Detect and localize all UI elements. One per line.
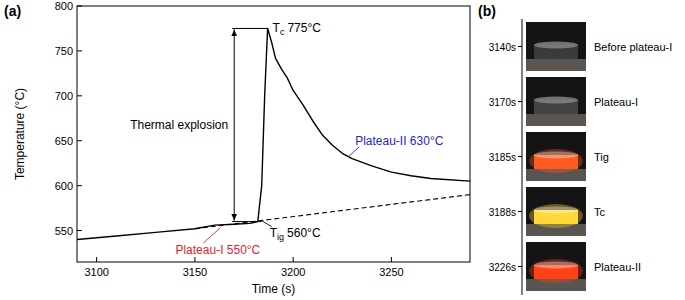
photo-frame	[526, 132, 586, 181]
x-tick	[391, 257, 392, 262]
time-tick	[518, 211, 522, 212]
figure: (a) 3100 3150 3200 3250 550 600 650 700 750 800 Tim…	[0, 0, 685, 300]
x-tick	[194, 257, 195, 262]
photo-background	[526, 187, 586, 236]
frame-caption: Plateau-I	[594, 96, 638, 108]
thermal-explosion-label: Thermal explosion	[130, 118, 228, 132]
glow-halo	[529, 204, 583, 228]
frame-time: 3226s	[489, 262, 516, 273]
annotation-label: Tc775°C	[273, 21, 322, 37]
x-tick-label: 3150	[183, 266, 207, 278]
y-tick	[77, 95, 82, 96]
time-tick	[518, 266, 522, 267]
photo-frame	[526, 242, 586, 291]
thermal-explosion-arrow	[234, 29, 235, 220]
pellet-top	[534, 97, 578, 104]
annotation-leader	[203, 228, 220, 243]
frame-time: 3185s	[489, 152, 516, 163]
photo-frame	[526, 187, 586, 236]
panel-label: (a)	[4, 3, 21, 19]
photo-background	[526, 22, 586, 71]
plot-data	[77, 28, 470, 239]
panel-label: (b)	[478, 3, 496, 19]
photo-support	[526, 59, 586, 71]
x-tick	[96, 257, 97, 262]
photo-frame	[526, 77, 586, 126]
y-tick-label: 800	[55, 0, 73, 12]
glow-halo	[529, 149, 583, 173]
time-tick	[518, 156, 522, 157]
y-tick-label: 750	[55, 45, 73, 57]
photo-background	[526, 242, 586, 291]
y-tick	[77, 230, 82, 231]
temperature-line	[77, 28, 470, 239]
x-tick-label: 3200	[281, 266, 305, 278]
photo-frame	[526, 22, 586, 71]
y-tick-label: 700	[55, 90, 73, 102]
annotation-subscript: ig	[277, 232, 284, 242]
pellet-top	[534, 42, 578, 49]
ignition-guide-line	[232, 221, 262, 222]
x-axis-label: Time (s)	[252, 282, 296, 296]
frame-caption: Tc	[594, 206, 606, 218]
y-tick-label: 550	[55, 225, 73, 237]
plot-frame	[77, 6, 470, 262]
x-tick	[293, 257, 294, 262]
photo-background	[526, 77, 586, 126]
frame-caption: Plateau-II	[594, 261, 641, 273]
annotation-label: Tig560°C	[270, 226, 321, 242]
pellet-top	[534, 152, 578, 159]
temperature-line	[195, 195, 470, 229]
peak-guide-line	[232, 28, 267, 29]
x-tick-label: 3250	[379, 266, 403, 278]
y-tick-label: 600	[55, 180, 73, 192]
time-tick	[518, 101, 522, 102]
y-tick	[77, 185, 82, 186]
photo-background	[526, 132, 586, 181]
frame-time: 3140s	[489, 42, 516, 53]
pellet-top	[534, 262, 578, 269]
x-tick-label: 3100	[84, 266, 108, 278]
annotation-leader	[348, 147, 359, 157]
annotation-subscript: c	[280, 27, 285, 37]
y-tick	[77, 140, 82, 141]
frame-time: 3188s	[489, 207, 516, 218]
annotation-value: 775°C	[287, 21, 321, 35]
glow-halo	[529, 259, 583, 283]
y-tick	[77, 50, 82, 51]
photo-support	[526, 114, 586, 126]
y-tick-label: 650	[55, 135, 73, 147]
frame-time: 3170s	[489, 97, 516, 108]
frame-caption: Tig	[594, 151, 609, 163]
frame-caption: Before plateau-I	[594, 41, 672, 53]
annotation-label: Plateau-I 550°C	[175, 243, 260, 257]
time-tick	[518, 46, 522, 47]
annotation-label: Plateau-II 630°C	[355, 134, 444, 148]
annotation-value: 560°C	[287, 226, 321, 240]
y-axis-label: Temperature (°C)	[13, 88, 27, 180]
pellet-top	[534, 207, 578, 214]
